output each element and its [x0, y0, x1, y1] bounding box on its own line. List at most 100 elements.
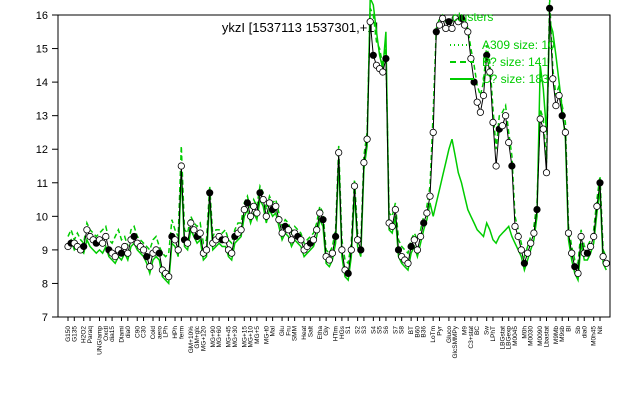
- x-tick-label: Diami: [119, 326, 126, 343]
- data-point: [363, 135, 371, 143]
- data-point: [429, 128, 437, 136]
- data-point: [319, 216, 327, 224]
- data-point: [593, 202, 601, 210]
- data-point: [243, 199, 251, 207]
- data-point: [530, 229, 538, 237]
- data-point: [171, 236, 179, 244]
- data-point: [568, 249, 576, 257]
- data-point: [470, 78, 478, 86]
- data-point: [445, 18, 453, 26]
- x-tick-label: Glu: [279, 326, 286, 337]
- data-point: [435, 21, 444, 29]
- data-point: [476, 108, 484, 116]
- data-point: [552, 102, 560, 110]
- x-tick-label: dia15: [109, 326, 116, 342]
- x-tick-label: B36: [421, 326, 428, 338]
- data-point: [335, 149, 343, 157]
- data-point: [533, 206, 541, 214]
- data-point: [492, 162, 500, 170]
- x-tick-label: S5: [377, 326, 384, 334]
- data-point: [325, 256, 333, 264]
- data-point: [539, 125, 547, 133]
- data-point: [190, 226, 198, 234]
- data-point: [558, 112, 566, 120]
- x-tick-label: MG+5: [254, 326, 261, 344]
- x-tick-label: C90: [134, 326, 141, 338]
- data-point: [353, 236, 362, 244]
- data-point: [473, 98, 481, 106]
- data-point: [259, 196, 267, 204]
- data-point: [184, 239, 192, 247]
- data-point: [130, 232, 138, 241]
- data-point: [514, 232, 522, 241]
- x-tick-label: Gly: [323, 325, 330, 336]
- data-point: [155, 249, 163, 257]
- x-tick-label: M9Mb: [553, 326, 560, 344]
- y-tick-label: 12: [36, 144, 48, 156]
- data-point: [410, 236, 418, 244]
- x-tick-label: LBGexp: [506, 326, 513, 350]
- data-point: [394, 246, 403, 254]
- data-point: [338, 246, 346, 254]
- data-point: [111, 253, 119, 261]
- y-tick-label: 11: [37, 178, 48, 190]
- x-tick-label: B60: [414, 326, 421, 338]
- x-axis: G150 G135 H2O2 Paraq UNG/amp Oxctl dia15 Diami d…: [65, 317, 604, 359]
- data-point: [508, 162, 516, 170]
- y-tick-label: 7: [42, 312, 48, 324]
- data-point: [187, 219, 195, 227]
- data-point: [479, 91, 488, 100]
- x-tick-label: Fru: [285, 326, 292, 336]
- data-point: [426, 192, 434, 200]
- y-tick-label: 10: [36, 211, 48, 223]
- data-point: [347, 246, 355, 254]
- data-point: [202, 246, 211, 254]
- legend-entry-a309: A309 size: 10: [482, 38, 555, 52]
- data-point: [555, 91, 563, 100]
- x-tick-label: LPhT: [490, 326, 497, 342]
- x-tick-label: MG-t0: [263, 326, 270, 344]
- x-tick-label: MG+60: [216, 326, 223, 348]
- x-tick-label: MG+45: [226, 326, 233, 348]
- legend-title: clusters: [452, 10, 493, 24]
- data-point: [272, 202, 280, 210]
- data-point: [99, 239, 107, 247]
- data-point: [501, 112, 510, 120]
- data-point: [124, 249, 132, 257]
- x-tick-label: M9sb: [559, 326, 566, 342]
- x-tick-label: MG+120: [200, 326, 207, 351]
- data-point: [602, 259, 610, 267]
- x-tick-label: LoTm: [430, 326, 437, 343]
- y-tick-label: 16: [36, 10, 48, 22]
- plot-frame: [57, 14, 611, 318]
- data-point: [413, 246, 421, 254]
- x-tick-label: S6: [383, 326, 390, 334]
- x-tick-label: MG+15: [241, 326, 248, 348]
- data-point: [505, 138, 513, 147]
- data-point: [498, 122, 506, 130]
- x-tick-label: S8: [399, 326, 406, 334]
- data-point: [545, 4, 554, 12]
- data-point: [360, 159, 368, 167]
- data-point: [256, 189, 264, 197]
- data-point: [165, 273, 173, 281]
- data-point: [583, 249, 592, 257]
- data-point: [174, 246, 182, 254]
- x-tick-label: Heat: [301, 326, 308, 340]
- data-point: [253, 209, 261, 217]
- data-point: [416, 232, 425, 241]
- x-tick-label: S3: [361, 326, 368, 334]
- x-tick-label: HGs: [339, 325, 346, 339]
- x-tick-label: LBGstat: [499, 326, 506, 350]
- data-point: [460, 21, 469, 29]
- x-tick-label: M0090: [537, 326, 544, 346]
- data-point: [561, 128, 570, 136]
- data-point: [423, 209, 431, 217]
- data-point: [328, 249, 336, 257]
- data-point: [448, 24, 456, 32]
- x-tick-label: BC: [474, 326, 481, 335]
- x-tick-label: C30: [141, 326, 148, 338]
- x-tick-label: C3+stat: [468, 326, 475, 349]
- data-point: [382, 54, 390, 63]
